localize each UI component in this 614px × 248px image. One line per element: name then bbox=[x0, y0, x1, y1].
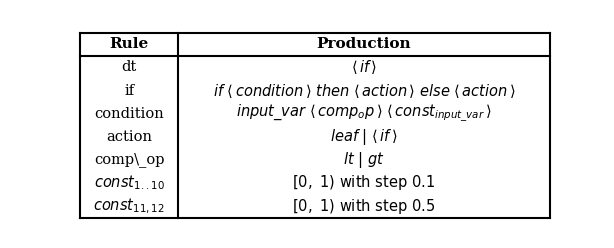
Text: condition: condition bbox=[95, 107, 164, 121]
Text: $[0,\ 1)\ \mathrm{with\ step\ } 0.5$: $[0,\ 1)\ \mathrm{with\ step\ } 0.5$ bbox=[292, 197, 435, 216]
Text: $\mathit{leaf}\ |\ \langle\, \mathit{if} \,\rangle$: $\mathit{leaf}\ |\ \langle\, \mathit{if}… bbox=[330, 127, 398, 147]
Text: Rule: Rule bbox=[109, 37, 149, 51]
Text: $\mathit{const}_{1..10}$: $\mathit{const}_{1..10}$ bbox=[94, 174, 165, 192]
Text: $\langle\, \mathit{if} \,\rangle$: $\langle\, \mathit{if} \,\rangle$ bbox=[351, 59, 377, 76]
Text: $\mathit{lt}\ |\ \mathit{gt}$: $\mathit{lt}\ |\ \mathit{gt}$ bbox=[343, 150, 385, 170]
Text: action: action bbox=[106, 130, 152, 144]
Text: dt: dt bbox=[122, 61, 137, 74]
Text: $\mathit{input\_var}\ \langle\, \mathit{comp}_{\mathit{o}}\mathit{p} \,\rangle\ : $\mathit{input\_var}\ \langle\, \mathit{… bbox=[236, 103, 492, 124]
Text: Production: Production bbox=[317, 37, 411, 51]
Text: $\mathit{if}\ \langle\, \mathit{condition} \,\rangle\ \mathit{then}\ \langle\, \: $\mathit{if}\ \langle\, \mathit{conditio… bbox=[212, 82, 515, 100]
Text: comp\_op: comp\_op bbox=[94, 153, 165, 167]
Text: if: if bbox=[124, 84, 134, 98]
Text: $[0,\ 1)\ \mathrm{with\ step\ } 0.1$: $[0,\ 1)\ \mathrm{with\ step\ } 0.1$ bbox=[292, 174, 435, 192]
Text: $\mathit{const}_{11,12}$: $\mathit{const}_{11,12}$ bbox=[93, 196, 165, 216]
